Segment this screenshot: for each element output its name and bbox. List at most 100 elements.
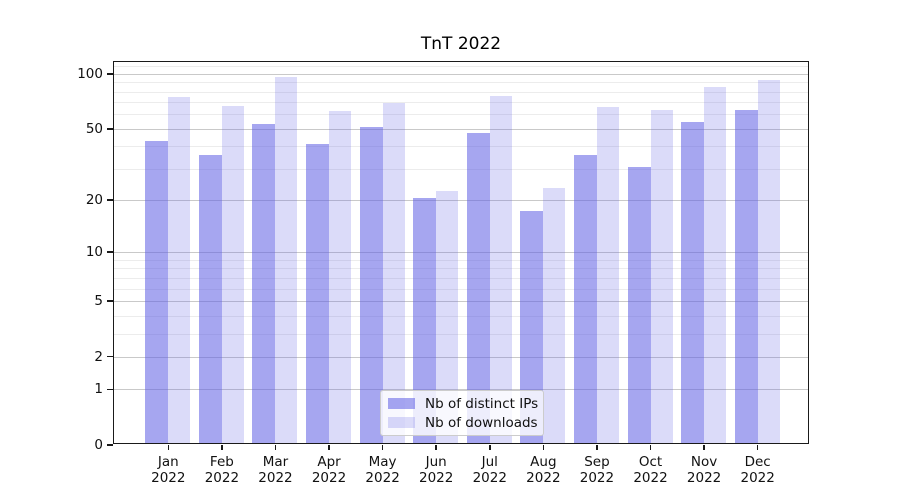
legend-label-distinct-ips: Nb of distinct IPs (425, 395, 539, 412)
x-tick-mark (542, 445, 545, 450)
bar-downloads-aug (543, 187, 566, 443)
bar-distinct-ips-aug (520, 210, 544, 443)
bar-downloads-mar (275, 76, 298, 443)
x-tick-label-year: 2022 (579, 470, 615, 486)
x-tick-label-jun: Jun 2022 (404, 454, 468, 486)
y-tick-mark (107, 251, 113, 253)
y-major-gridline (114, 200, 808, 202)
x-tick-mark (703, 445, 705, 450)
x-tick-label-year: 2022 (311, 470, 347, 486)
x-tick-mark (649, 445, 652, 450)
bar-distinct-ips-nov (681, 122, 705, 443)
x-tick-label-sep: Sep 2022 (565, 454, 629, 486)
x-tick-mark (489, 445, 491, 450)
y-major-gridline (114, 252, 808, 254)
y-minor-gridline (114, 288, 808, 290)
x-tick-label-jul: Jul 2022 (458, 454, 522, 486)
x-tick-mark (756, 445, 759, 450)
x-tick-label-mar: Mar 2022 (243, 454, 307, 486)
x-tick-mark (328, 445, 330, 450)
y-tick-label: 20 (85, 192, 103, 209)
bar-downloads-nov (704, 86, 727, 443)
plot-area: 100 50 20 10 5 2 1 0 Jan 2022 Feb 2022 Mar 2022 Apr 202… (77, 61, 809, 486)
bar-downloads-oct (650, 109, 673, 443)
y-tick-mark (107, 199, 113, 201)
bar-downloads-jul (489, 95, 512, 443)
y-major-gridline (114, 73, 808, 75)
x-tick-mark (435, 445, 437, 450)
bar-downloads-may (382, 102, 405, 443)
y-tick-mark (107, 388, 113, 391)
legend-row-downloads: Nb of downloads (388, 415, 543, 431)
y-tick-mark (107, 444, 113, 446)
x-tick-mark (221, 445, 223, 450)
bar-distinct-ips-sep (573, 154, 597, 443)
y-minor-gridline (114, 168, 808, 170)
chart-title: TnT 2022 (420, 34, 502, 54)
y-minor-gridline (114, 82, 808, 84)
y-tick-label: 100 (77, 65, 103, 82)
bar-distinct-ips-apr (306, 144, 330, 443)
bar-downloads-feb (221, 106, 244, 443)
x-tick-label-dec: Dec 2022 (726, 454, 790, 486)
legend-swatch-downloads (388, 417, 415, 428)
y-minor-gridline (114, 114, 808, 116)
x-tick-label-year: 2022 (740, 470, 775, 486)
bar-distinct-ips-dec (734, 109, 758, 443)
x-tick-label-year: 2022 (633, 470, 668, 486)
x-tick-label-year: 2022 (151, 470, 186, 486)
plot-canvas: 100 50 20 10 5 2 1 0 Jan 2022 Feb 2022 Mar 2022 Apr 202… (77, 62, 808, 486)
bar-distinct-ips-jul (466, 133, 490, 443)
x-tick-label-year: 2022 (204, 470, 240, 486)
bar-downloads-apr (329, 111, 352, 443)
y-minor-gridline (114, 91, 808, 93)
legend-swatch-distinct-ips (388, 398, 415, 409)
y-minor-gridline (114, 146, 808, 148)
x-tick-label-aug: Aug 2022 (511, 454, 575, 486)
y-major-gridline (114, 300, 808, 302)
x-tick-label-year: 2022 (419, 470, 454, 486)
y-tick-label: 50 (85, 120, 103, 137)
bar-distinct-ips-may (359, 126, 383, 443)
x-tick-label-feb: Feb 2022 (190, 454, 254, 486)
x-tick-label-year: 2022 (686, 470, 722, 486)
y-tick-mark (107, 73, 113, 75)
bar-downloads-dec (757, 80, 780, 443)
y-tick-mark (107, 355, 113, 358)
x-tick-label-year: 2022 (472, 470, 507, 486)
x-tick-label-jan: Jan 2022 (136, 454, 200, 486)
y-major-gridline (114, 356, 808, 358)
y-minor-gridline (114, 277, 808, 279)
bar-distinct-ips-jun (413, 198, 437, 443)
x-tick-label-year: 2022 (365, 470, 400, 486)
y-minor-gridline (114, 259, 808, 261)
bar-distinct-ips-feb (198, 154, 222, 443)
x-tick-label-apr: Apr 2022 (297, 454, 361, 486)
x-tick-label-nov: Nov 2022 (672, 454, 736, 486)
y-tick-label: 0 (94, 437, 103, 453)
y-tick-mark (107, 300, 113, 302)
bar-distinct-ips-mar (252, 123, 276, 443)
y-minor-gridline (114, 66, 808, 68)
legend: Nb of distinct IPs Nb of downloads (380, 390, 544, 436)
y-tick-label: 10 (85, 244, 103, 261)
x-tick-mark (274, 445, 277, 450)
y-minor-gridline (114, 102, 808, 104)
bar-downloads-sep (596, 107, 619, 443)
bar-distinct-ips-jan (145, 140, 169, 443)
legend-row-distinct-ips: Nb of distinct IPs (388, 396, 543, 412)
y-tick-label: 5 (94, 292, 103, 309)
y-tick-label: 2 (94, 348, 103, 365)
y-major-gridline (114, 128, 808, 130)
y-major-gridline (114, 389, 808, 391)
x-tick-label-year: 2022 (258, 470, 293, 486)
y-minor-gridline (114, 315, 808, 317)
x-tick-label-may: May 2022 (351, 454, 415, 486)
y-tick-label: 1 (94, 381, 103, 398)
y-tick-mark (107, 128, 113, 130)
legend-label-downloads: Nb of downloads (425, 414, 538, 431)
x-tick-mark (596, 445, 598, 450)
x-tick-mark (381, 445, 384, 450)
y-minor-gridline (114, 333, 808, 335)
